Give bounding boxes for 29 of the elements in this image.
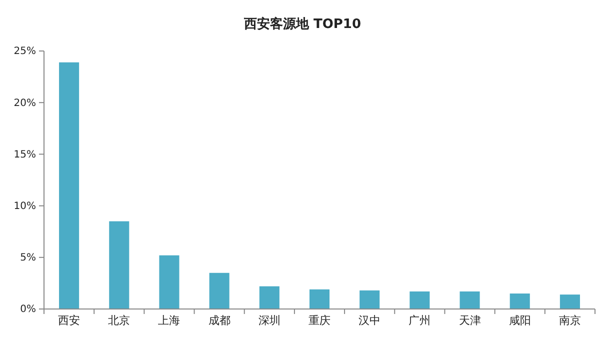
y-tick-label: 10%: [14, 201, 36, 212]
y-tick-label: 0%: [20, 304, 36, 316]
y-tick-label: 25%: [14, 46, 36, 58]
chart-title: 西安客源地 TOP10: [242, 16, 362, 32]
x-tick-label: 南京: [558, 314, 581, 328]
bar: [560, 294, 580, 309]
bar: [410, 291, 430, 309]
x-tick-label: 深圳: [258, 314, 280, 328]
bar: [109, 221, 130, 309]
bar: [159, 255, 180, 309]
bar: [209, 272, 230, 309]
bar: [59, 62, 80, 309]
x-tick-label: 广州: [408, 314, 431, 328]
x-tick-label: 上海: [158, 314, 180, 328]
y-tick-label: 15%: [14, 149, 36, 160]
x-tick-label: 汉中: [358, 314, 381, 328]
x-tick-label: 咸阳: [508, 314, 531, 328]
x-tick-label: 成都: [208, 314, 230, 328]
x-tick-label: 北京: [108, 314, 130, 328]
bar: [259, 286, 280, 309]
bar: [309, 289, 330, 309]
bar: [360, 290, 380, 309]
y-tick-label: 20%: [14, 98, 36, 109]
bar: [510, 294, 530, 309]
x-tick-label: 西安: [58, 314, 80, 328]
bar: [460, 291, 480, 309]
x-tick-label: 天津: [458, 314, 481, 328]
y-tick-label: 5%: [20, 252, 36, 264]
x-tick-label: 重庆: [308, 314, 330, 328]
